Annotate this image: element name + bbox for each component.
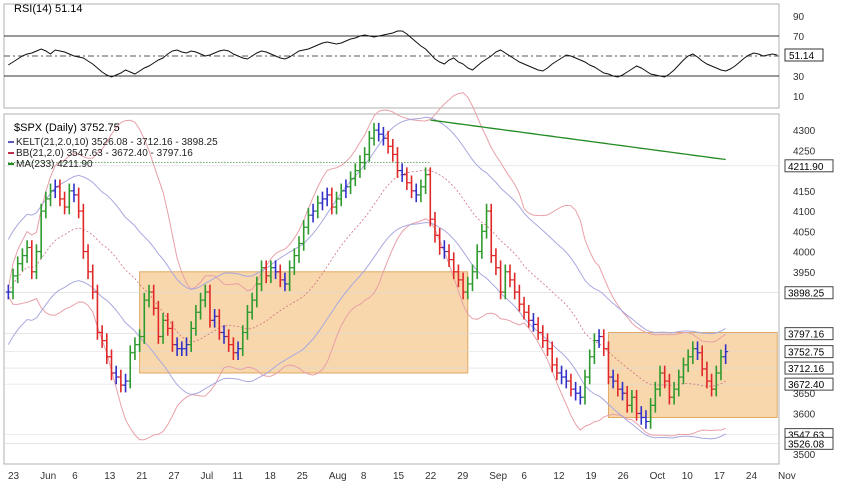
rsi-tick-label: 70 bbox=[793, 32, 805, 43]
x-tick-label: Jun bbox=[40, 471, 56, 482]
x-tick-label: 25 bbox=[297, 471, 309, 482]
legend-label: BB(21,2.0) 3547.63 - 3672.40 - 3797.16 bbox=[16, 148, 193, 159]
rsi-last-value-label: 51.14 bbox=[789, 51, 814, 62]
rsi-tick-label: 30 bbox=[793, 72, 805, 83]
price-tick-label: 3600 bbox=[793, 409, 816, 420]
price-tick-label: 4250 bbox=[793, 146, 816, 157]
price-tick-label: 4150 bbox=[793, 187, 816, 198]
x-tick-label: 23 bbox=[8, 471, 20, 482]
x-tick-label: 29 bbox=[457, 471, 469, 482]
kelt-lower-band bbox=[7, 221, 726, 440]
x-tick-label: Nov bbox=[778, 471, 796, 482]
price-value-label: 3797.16 bbox=[788, 330, 825, 341]
x-tick-label: 19 bbox=[586, 471, 598, 482]
x-tick-label: 15 bbox=[393, 471, 405, 482]
x-tick-label: Sep bbox=[489, 471, 507, 482]
price-value-box bbox=[784, 345, 834, 359]
x-tick-label: 17 bbox=[714, 471, 726, 482]
legend-label: KELT(21,2.0,10) 3526.08 - 3712.16 - 3898… bbox=[16, 137, 218, 148]
price-tick-label: 4300 bbox=[793, 126, 816, 137]
x-tick-label: 8 bbox=[361, 471, 367, 482]
x-tick-label: 6 bbox=[521, 471, 527, 482]
x-tick-label: 12 bbox=[553, 471, 565, 482]
rsi-title: RSI(14) 51.14 bbox=[14, 3, 82, 15]
x-tick-label: 18 bbox=[265, 471, 277, 482]
rsi-last-value-box bbox=[784, 48, 824, 62]
x-tick-label: 24 bbox=[746, 471, 758, 482]
price-value-box bbox=[784, 286, 834, 300]
price-value-box bbox=[784, 377, 834, 391]
rsi-line bbox=[8, 30, 778, 78]
price-title: $SPX (Daily) 3752.75 bbox=[14, 122, 120, 134]
price-legend: KELT(21,2.0,10) 3526.08 - 3712.16 - 3898… bbox=[8, 137, 218, 170]
price-value-label: 3898.25 bbox=[788, 289, 825, 300]
x-tick-label: Aug bbox=[329, 471, 347, 482]
x-tick-label: Oct bbox=[650, 471, 666, 482]
x-tick-label: 11 bbox=[233, 471, 244, 482]
x-tick-label: 10 bbox=[682, 471, 694, 482]
price-value-box bbox=[784, 436, 834, 450]
price-value-box bbox=[784, 327, 834, 341]
x-tick-label: 22 bbox=[425, 471, 437, 482]
price-tick-label: 3650 bbox=[793, 389, 816, 400]
rsi-layer bbox=[4, 30, 779, 78]
ma233-line bbox=[430, 119, 726, 161]
axis-layer: 103050709051.143500360036503950400040504… bbox=[8, 12, 834, 482]
kelt-upper-band bbox=[7, 116, 726, 335]
price-value-label: 3712.16 bbox=[788, 364, 825, 375]
rsi-tick-label: 10 bbox=[793, 92, 805, 103]
price-tick-label: 4050 bbox=[793, 227, 816, 238]
price-tick-label: 3950 bbox=[793, 268, 816, 279]
x-tick-label: 26 bbox=[618, 471, 630, 482]
x-tick-label: Jul bbox=[201, 471, 214, 482]
price-tick-label: 4000 bbox=[793, 248, 816, 259]
x-tick-label: 27 bbox=[168, 471, 180, 482]
bb-lower-band bbox=[7, 218, 726, 441]
price-tick-label: 3500 bbox=[793, 450, 816, 461]
bb-mid-band bbox=[7, 169, 726, 387]
price-value-label: 3526.08 bbox=[788, 439, 825, 450]
bb-upper-band bbox=[7, 92, 726, 343]
rsi-tick-label: 90 bbox=[793, 12, 805, 23]
price-value-box bbox=[784, 361, 834, 375]
price-value-box bbox=[784, 159, 834, 173]
x-tick-label: 6 bbox=[72, 471, 78, 482]
price-value-label: 3752.75 bbox=[788, 348, 825, 359]
price-layer bbox=[4, 92, 779, 444]
x-tick-label: 21 bbox=[136, 471, 148, 482]
price-tick-label: 4100 bbox=[793, 207, 816, 218]
price-value-label: 3672.40 bbox=[788, 380, 825, 391]
legend-label: MA(233) 4211.90 bbox=[16, 159, 93, 170]
price-value-label: 3547.63 bbox=[788, 431, 825, 442]
x-tick-label: 13 bbox=[104, 471, 116, 482]
price-value-label: 4211.90 bbox=[788, 162, 824, 173]
